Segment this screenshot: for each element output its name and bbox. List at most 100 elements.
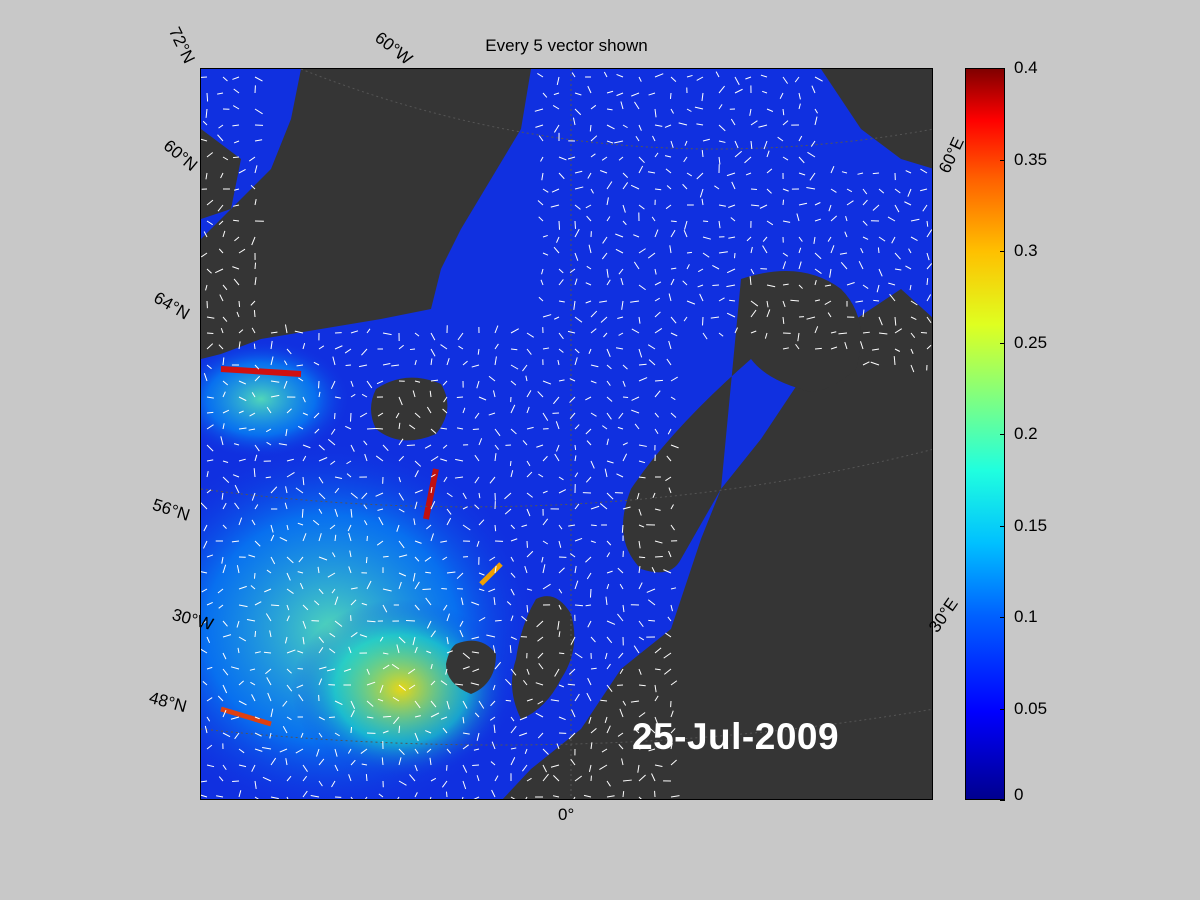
velocity-arrow	[490, 700, 496, 707]
velocity-arrow	[206, 601, 213, 606]
velocity-arrow	[398, 684, 406, 691]
velocity-arrow	[622, 380, 626, 387]
velocity-arrow	[670, 140, 674, 148]
velocity-arrow	[446, 517, 452, 526]
velocity-arrow	[236, 565, 240, 574]
velocity-arrow	[270, 356, 274, 366]
velocity-arrow	[265, 613, 272, 622]
velocity-arrow	[810, 140, 816, 147]
velocity-arrow	[302, 444, 311, 449]
velocity-arrow	[238, 636, 247, 642]
velocity-arrow	[798, 156, 805, 164]
velocity-arrow	[666, 358, 672, 366]
velocity-arrow	[556, 743, 560, 750]
velocity-arrow	[218, 604, 224, 609]
velocity-arrow	[749, 108, 752, 116]
velocity-arrow	[429, 796, 432, 799]
velocity-arrow	[328, 648, 336, 654]
velocity-arrow	[238, 764, 247, 768]
velocity-arrow	[750, 188, 758, 191]
velocity-arrow	[606, 684, 613, 693]
velocity-arrow	[635, 136, 640, 142]
velocity-arrow	[606, 380, 611, 386]
velocity-arrow	[222, 357, 225, 366]
velocity-arrow	[330, 428, 336, 435]
velocity-arrow	[926, 294, 932, 302]
velocity-arrow	[334, 732, 340, 737]
velocity-arrow	[599, 300, 608, 303]
velocity-arrow	[648, 748, 656, 752]
lon-label-60e: 60°E	[935, 134, 968, 177]
velocity-arrow	[379, 636, 384, 642]
velocity-arrow	[232, 76, 240, 80]
velocity-arrow	[318, 476, 324, 484]
velocity-arrow	[203, 231, 208, 238]
velocity-arrow	[574, 652, 583, 659]
velocity-arrow	[284, 636, 288, 644]
velocity-arrow	[670, 742, 673, 750]
velocity-arrow	[238, 341, 241, 350]
velocity-arrow	[330, 380, 336, 390]
velocity-arrow	[504, 492, 512, 500]
velocity-arrow	[749, 276, 752, 286]
velocity-arrow	[318, 716, 325, 721]
velocity-arrow	[814, 218, 822, 222]
velocity-arrow	[270, 534, 275, 542]
velocity-arrow	[712, 264, 720, 270]
velocity-arrow	[361, 492, 368, 500]
velocity-arrow	[478, 519, 485, 526]
velocity-arrow	[393, 716, 400, 725]
velocity-arrow	[920, 168, 928, 174]
velocity-arrow	[616, 92, 624, 97]
velocity-arrow	[216, 795, 224, 798]
velocity-arrow	[414, 581, 420, 590]
velocity-arrow	[521, 524, 528, 528]
velocity-arrow	[350, 599, 357, 606]
colorbar-tick-label: 0.25	[1014, 332, 1048, 352]
velocity-arrow	[766, 150, 770, 158]
velocity-arrow	[615, 233, 624, 238]
velocity-arrow	[233, 140, 240, 144]
velocity-arrow	[654, 108, 657, 118]
velocity-arrow	[542, 380, 552, 385]
velocity-arrow	[462, 652, 471, 659]
velocity-arrow	[574, 444, 577, 451]
velocity-arrow	[254, 630, 257, 638]
velocity-arrow	[589, 124, 592, 132]
colorbar-tick-mark	[1000, 525, 1005, 527]
velocity-arrow	[631, 92, 640, 97]
velocity-arrow	[424, 444, 432, 449]
velocity-arrow	[510, 588, 515, 596]
velocity-arrow	[426, 650, 432, 654]
velocity-arrow	[537, 391, 544, 398]
velocity-arrow	[397, 796, 400, 799]
velocity-arrow	[382, 332, 392, 336]
velocity-arrow	[554, 453, 560, 462]
velocity-arrow	[302, 455, 307, 462]
velocity-arrow	[343, 668, 352, 672]
velocity-arrow	[878, 188, 885, 194]
velocity-arrow	[462, 744, 469, 750]
velocity-arrow	[251, 519, 256, 526]
velocity-arrow	[686, 300, 696, 305]
velocity-arrow	[814, 108, 818, 114]
velocity-arrow	[414, 748, 419, 754]
velocity-arrow	[622, 442, 628, 446]
velocity-arrow	[718, 332, 724, 337]
velocity-arrow	[558, 220, 561, 230]
velocity-arrow	[860, 247, 864, 254]
velocity-arrow	[606, 124, 615, 130]
velocity-arrow	[206, 666, 213, 670]
velocity-arrow	[253, 572, 256, 579]
velocity-arrow	[652, 492, 656, 499]
velocity-arrow	[472, 668, 480, 673]
velocity-arrow	[233, 219, 240, 222]
velocity-arrow	[264, 588, 272, 593]
velocity-arrow	[729, 299, 736, 302]
velocity-arrow	[683, 316, 688, 322]
velocity-arrow	[606, 540, 612, 546]
velocity-arrow	[440, 540, 448, 543]
velocity-arrow	[220, 328, 224, 334]
velocity-arrow	[462, 407, 466, 414]
colorbar-tick-mark	[1000, 708, 1005, 710]
